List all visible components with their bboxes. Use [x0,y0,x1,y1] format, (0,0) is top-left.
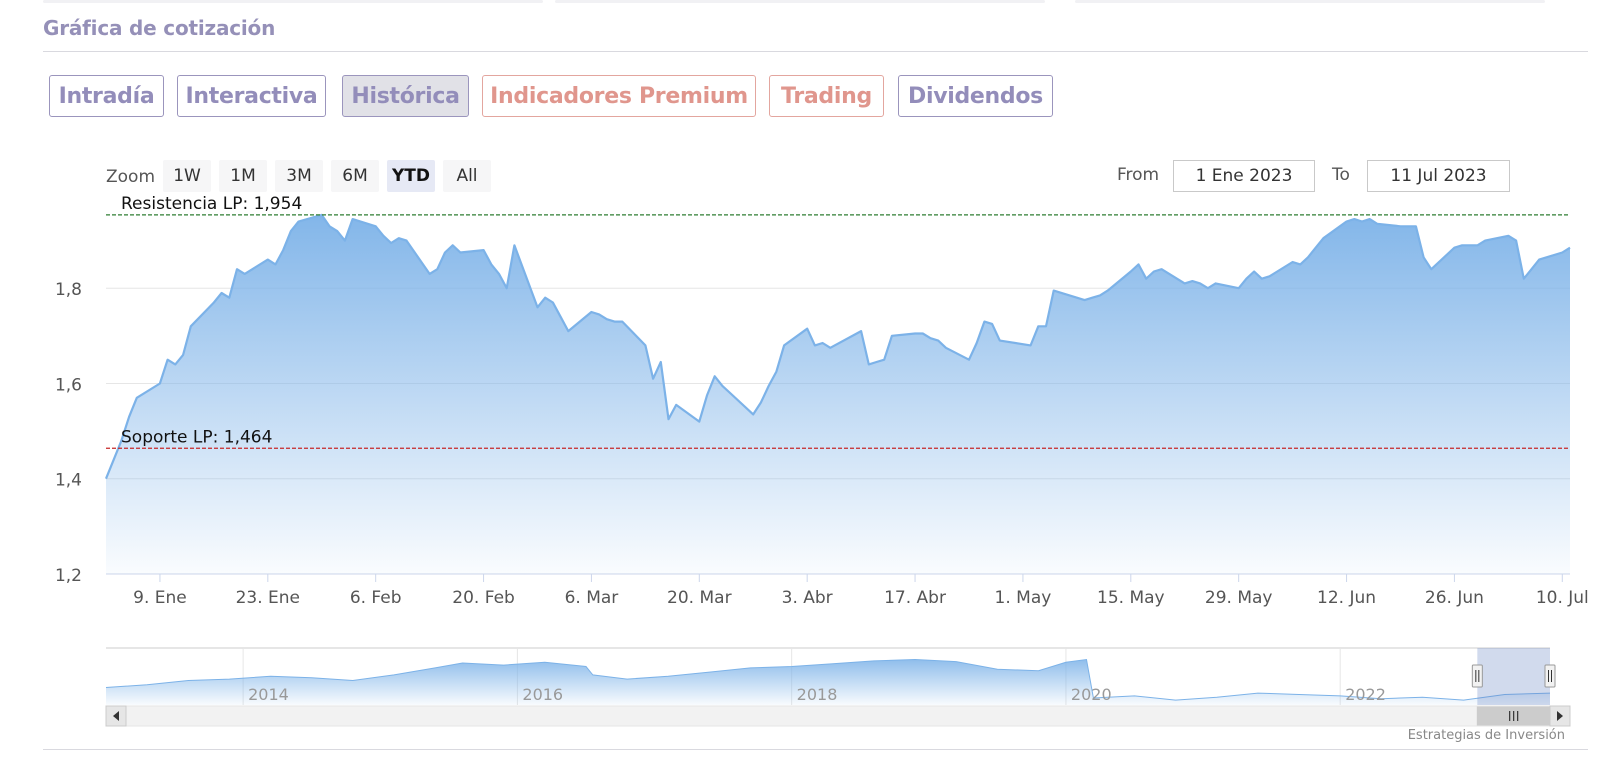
to-date-input[interactable]: 11 Jul 2023 [1367,160,1510,192]
zoom-6m-button[interactable]: 6M [331,160,379,192]
x-tick-label: 20. Feb [452,588,515,608]
tab-indicadores-premium[interactable]: Indicadores Premium [482,75,756,117]
y-tick-label: 1,8 [55,280,82,300]
x-tick-label: 3. Abr [782,588,833,608]
from-label: From [1117,165,1160,185]
plot-lines: Resistencia LP: 1,954 Soporte LP: 1,464 [106,194,1570,449]
tab-trading[interactable]: Trading [769,75,884,117]
x-tick-label: 15. May [1097,588,1165,608]
zoom-all-button[interactable]: All [443,160,491,192]
x-tick-label: 1. May [995,588,1052,608]
x-tick-label: 20. Mar [667,588,732,608]
x-tick-label: 6. Mar [565,588,619,608]
scrollbar[interactable] [105,705,1571,727]
x-tick-label: 26. Jun [1425,588,1484,608]
top-strip [0,0,1615,4]
tab-interactiva[interactable]: Interactiva [177,75,326,117]
zoom-label: Zoom [106,167,156,187]
zoom-3m-button[interactable]: 3M [275,160,323,192]
zoom-1w-button[interactable]: 1W [163,160,211,192]
price-series-line [104,213,1571,480]
section-title: Gráfica de cotización [43,16,276,40]
navigator-area [106,659,1550,705]
navigator-year-label: 2016 [522,685,563,704]
zoom-ytd-button[interactable]: YTD [387,160,435,192]
navigator[interactable]: 2014 2016 2018 2020 2022 [105,647,1556,705]
y-tick-label: 1,6 [55,375,82,395]
scrollbar-track[interactable] [105,705,1571,727]
x-tick-label: 6. Feb [350,588,402,608]
scroll-right-button[interactable] [1549,705,1571,727]
x-tick-label: 10. Jul [1536,588,1589,608]
navigator-left-handle[interactable] [1471,664,1483,688]
navigator-right-handle[interactable] [1544,664,1556,688]
to-label: To [1332,165,1350,185]
y-axis: 1,2 1,4 1,6 1,8 [55,280,82,586]
navigator-year-label: 2020 [1071,685,1112,704]
zoom-1m-button[interactable]: 1M [219,160,267,192]
x-tick-label: 9. Ene [133,588,187,608]
y-tick-label: 1,4 [55,471,82,491]
navigator-year-label: 2018 [797,685,838,704]
price-area [104,213,1571,574]
credits-text: Estrategias de Inversión [1407,728,1565,743]
navigator-year-label: 2022 [1345,685,1386,704]
price-area-fill [106,214,1570,574]
x-tick-label: 17. Abr [884,588,946,608]
chevron-right-icon [1557,711,1563,721]
x-tick-label: 23. Ene [236,588,300,608]
navigator-selected-range[interactable] [1477,648,1550,705]
support-label: Soporte LP: 1,464 [121,427,272,447]
x-tick-label: 12. Jun [1317,588,1376,608]
x-axis: 9. Ene 23. Ene 6. Feb 20. Feb 6. Mar 20. Mar 3… [133,574,1589,608]
chevron-left-icon [113,711,119,721]
navigator-year-label: 2014 [248,685,289,704]
tab-dividendos[interactable]: Dividendos [898,75,1053,117]
tab-historica[interactable]: Histórica [342,75,469,117]
y-tick-label: 1,2 [55,566,82,586]
bottom-divider [43,749,1588,750]
x-tick-label: 29. May [1205,588,1273,608]
from-date-input[interactable]: 1 Ene 2023 [1173,160,1315,192]
title-divider [43,51,1588,52]
scrollbar-thumb[interactable] [1476,706,1551,726]
resistance-label: Resistencia LP: 1,954 [121,194,302,214]
tab-intradia[interactable]: Intradía [49,75,164,117]
scroll-left-button[interactable] [105,705,127,727]
navigator-line [105,658,1551,701]
